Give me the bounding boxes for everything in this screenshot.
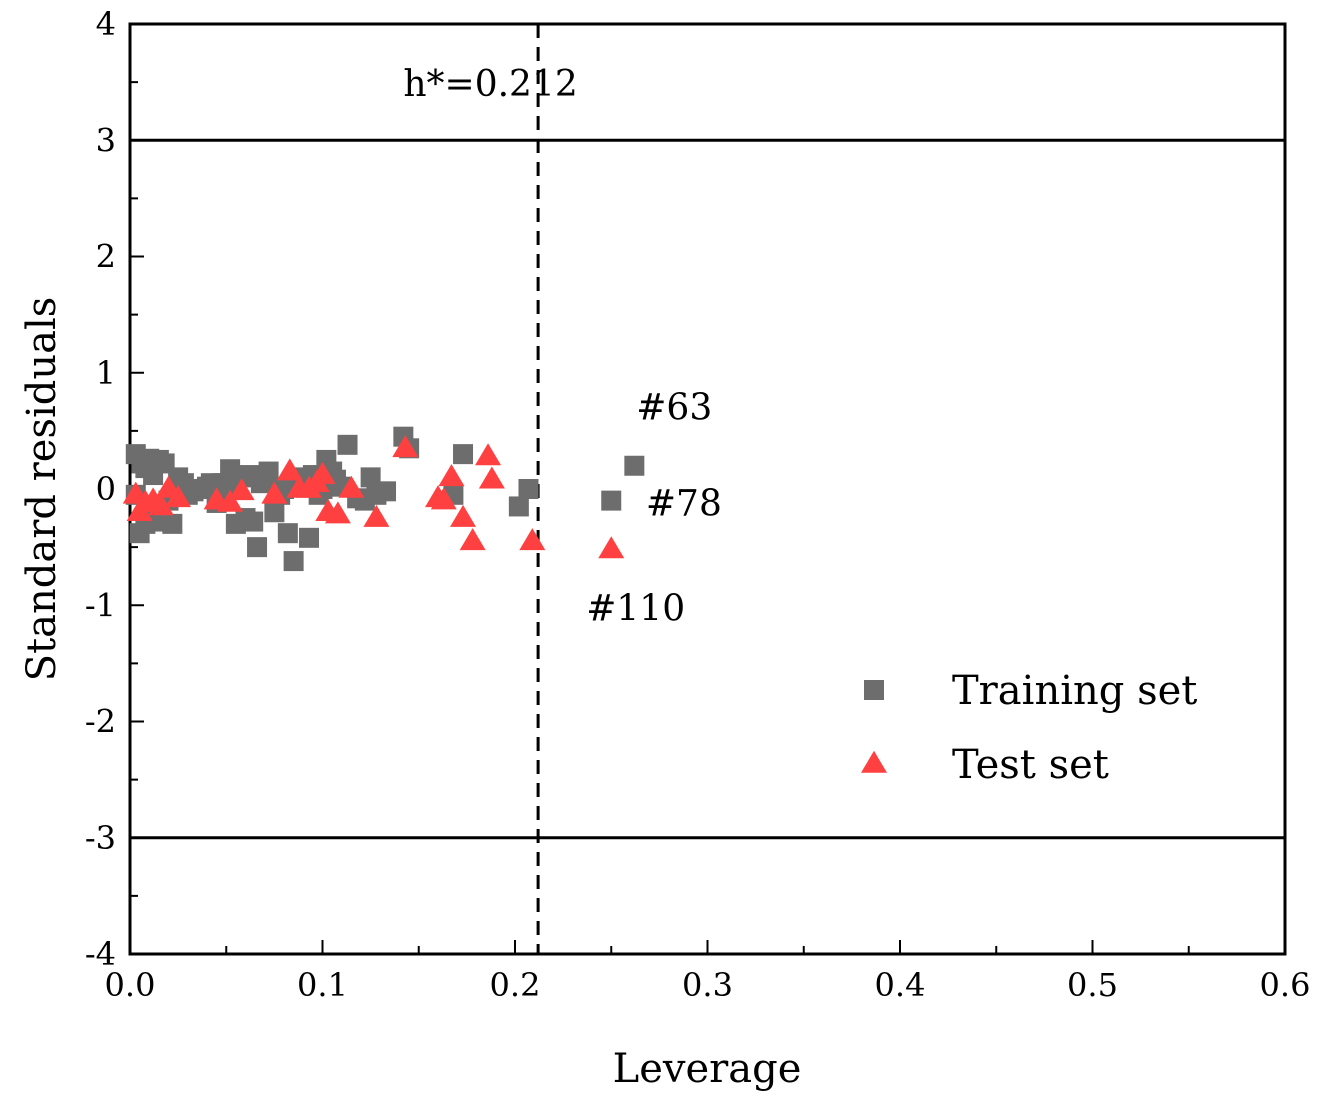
axis-ticks: 0.0 0.1 0.2 0.3 0.4 0.5 0.6 -4 -3 -2 -1 0 1 2 3 4 <box>85 5 1311 1004</box>
training-set-point <box>360 467 381 488</box>
outlier-label: #63 <box>636 387 712 428</box>
test-set-point <box>309 461 336 484</box>
test-set-point <box>276 458 303 481</box>
test-set-point <box>261 481 288 504</box>
training-set-point <box>258 461 279 482</box>
y-tick-label: -1 <box>85 586 116 624</box>
annotations: h*=0.212 #63 #78 #110 <box>403 64 722 629</box>
x-tick-label: 0.2 <box>490 966 541 1004</box>
training-set-point <box>508 496 529 517</box>
x-tick-label: 0.3 <box>682 966 733 1004</box>
legend-marker-test-set <box>861 750 887 773</box>
test-set-point <box>430 487 457 510</box>
outlier-label: #78 <box>646 484 722 525</box>
y-tick-label: 2 <box>96 238 116 276</box>
y-tick-label: -2 <box>85 703 116 741</box>
test-set-point <box>598 536 625 559</box>
training-set-point <box>337 434 358 455</box>
test-set-point <box>165 485 192 508</box>
test-set-point <box>438 464 465 487</box>
test-set-point <box>228 478 255 501</box>
training-set-point <box>243 511 264 532</box>
legend: Training set Test set <box>861 668 1197 788</box>
test-set-point <box>459 528 486 551</box>
test-set-point <box>217 489 244 512</box>
legend-label-test-set: Test set <box>952 742 1109 788</box>
training-set-point <box>376 481 397 502</box>
legend-label-training-set: Training set <box>952 668 1197 714</box>
data-points <box>122 426 645 572</box>
training-set-point <box>283 551 304 572</box>
training-set-point <box>264 502 285 523</box>
test-set-point <box>475 443 502 466</box>
training-set-point <box>624 455 645 476</box>
test-set-point <box>392 435 419 458</box>
x-tick-label: 0.4 <box>875 966 926 1004</box>
training-set-point <box>518 479 539 499</box>
y-tick-label: 0 <box>96 470 116 508</box>
training-set-point <box>299 527 320 548</box>
x-axis-title: Leverage <box>613 1046 802 1092</box>
test-set-point <box>478 466 505 489</box>
training-set-point <box>601 490 622 511</box>
test-set-point <box>324 501 351 524</box>
training-set-point <box>453 444 474 465</box>
test-set-point <box>147 493 174 516</box>
test-set-point <box>363 504 390 527</box>
y-tick-label: 4 <box>96 5 116 43</box>
training-set-point <box>277 523 298 544</box>
training-set-point <box>247 537 268 558</box>
test-set-point <box>450 504 477 527</box>
x-tick-label: 0.0 <box>105 966 156 1004</box>
y-tick-label: -4 <box>85 935 116 973</box>
test-set-point <box>519 528 546 551</box>
training-set-point <box>162 513 183 534</box>
outlier-label: #110 <box>586 588 685 629</box>
x-tick-label: 0.1 <box>297 966 348 1004</box>
y-tick-label: 3 <box>96 121 116 159</box>
x-tick-label: 0.6 <box>1260 966 1311 1004</box>
x-tick-label: 0.5 <box>1067 966 1118 1004</box>
test-set-point <box>338 475 365 498</box>
y-axis-title: Standard residuals <box>19 297 65 682</box>
threshold-label: h*=0.212 <box>403 64 577 105</box>
y-tick-label: -3 <box>85 819 116 857</box>
y-tick-label: 1 <box>96 354 116 392</box>
legend-marker-training-set <box>864 680 884 700</box>
